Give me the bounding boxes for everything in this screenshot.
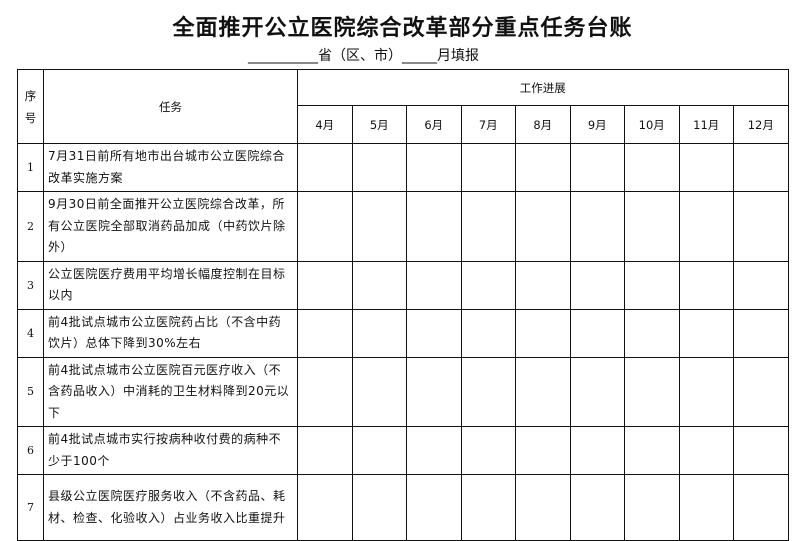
table-row: 3 公立医院医疗费用平均增长幅度控制在目标以内 — [17, 260, 789, 310]
progress-cell[interactable] — [460, 260, 516, 310]
progress-cell[interactable] — [297, 308, 353, 358]
progress-cell[interactable] — [678, 191, 734, 262]
row-number: 2 — [17, 191, 44, 262]
progress-cell[interactable] — [678, 356, 734, 427]
progress-cell[interactable] — [515, 143, 571, 192]
header-month: 7月 — [460, 105, 516, 144]
progress-cell[interactable] — [624, 308, 680, 358]
progress-cell[interactable] — [569, 191, 625, 262]
progress-cell[interactable] — [351, 356, 407, 427]
progress-cell[interactable] — [406, 260, 462, 310]
row-task: 公立医院医疗费用平均增长幅度控制在目标以内 — [43, 260, 298, 310]
progress-cell[interactable] — [678, 426, 734, 475]
header-month: 10月 — [624, 105, 680, 144]
progress-cell[interactable] — [460, 426, 516, 475]
row-task: 县级公立医院医疗服务收入（不含药品、耗材、检查、化验收入）占业务收入比重提升 — [43, 474, 298, 541]
progress-cell[interactable] — [733, 474, 789, 541]
progress-cell[interactable] — [569, 474, 625, 541]
progress-cell[interactable] — [569, 260, 625, 310]
progress-cell[interactable] — [515, 308, 571, 358]
progress-cell[interactable] — [351, 426, 407, 475]
progress-cell[interactable] — [678, 260, 734, 310]
row-task: 7月31日前所有地市出台城市公立医院综合改革实施方案 — [43, 143, 298, 192]
progress-cell[interactable] — [624, 191, 680, 262]
header-month: 4月 — [297, 105, 353, 144]
progress-cell[interactable] — [406, 191, 462, 262]
progress-cell[interactable] — [733, 356, 789, 427]
progress-cell[interactable] — [624, 260, 680, 310]
progress-cell[interactable] — [351, 474, 407, 541]
table-row: 1 7月31日前所有地市出台城市公立医院综合改革实施方案 — [17, 143, 789, 192]
progress-cell[interactable] — [297, 356, 353, 427]
table-row: 6 前4批试点城市实行按病种收付费的病种不少于100个 — [17, 426, 789, 475]
table-row: 4 前4批试点城市公立医院药占比（不含中药饮片）总体下降到30%左右 — [17, 308, 789, 358]
progress-cell[interactable] — [515, 260, 571, 310]
header-progress: 工作进展 — [297, 69, 789, 106]
row-number: 5 — [17, 356, 44, 427]
subtitle: __________省（区、市）_____月填报 — [248, 48, 479, 64]
row-number: 7 — [17, 474, 44, 541]
header-month: 6月 — [406, 105, 462, 144]
row-number: 6 — [17, 426, 44, 475]
progress-cell[interactable] — [733, 260, 789, 310]
progress-cell[interactable] — [569, 356, 625, 427]
header-month: 11月 — [678, 105, 734, 144]
progress-cell[interactable] — [351, 143, 407, 192]
row-task: 前4批试点城市公立医院药占比（不含中药饮片）总体下降到30%左右 — [43, 308, 298, 358]
progress-cell[interactable] — [733, 308, 789, 358]
progress-cell[interactable] — [297, 426, 353, 475]
progress-cell[interactable] — [460, 308, 516, 358]
header-task: 任务 — [43, 69, 298, 144]
progress-cell[interactable] — [351, 191, 407, 262]
progress-cell[interactable] — [624, 356, 680, 427]
progress-cell[interactable] — [515, 356, 571, 427]
progress-cell[interactable] — [406, 426, 462, 475]
progress-cell[interactable] — [733, 191, 789, 262]
header-seq: 序号 — [17, 69, 44, 144]
progress-cell[interactable] — [406, 143, 462, 192]
progress-cell[interactable] — [733, 143, 789, 192]
progress-cell[interactable] — [460, 191, 516, 262]
progress-cell[interactable] — [460, 474, 516, 541]
progress-cell[interactable] — [624, 426, 680, 475]
row-task: 前4批试点城市公立医院百元医疗收入（不含药品收入）中消耗的卫生材料降到20元以下 — [43, 356, 298, 427]
progress-cell[interactable] — [297, 474, 353, 541]
progress-cell[interactable] — [406, 474, 462, 541]
progress-cell[interactable] — [678, 474, 734, 541]
row-number: 1 — [17, 143, 44, 192]
progress-cell[interactable] — [624, 474, 680, 541]
table-row: 2 9月30日前全面推开公立医院综合改革，所有公立医院全部取消药品加成（中药饮片除… — [17, 191, 789, 262]
progress-cell[interactable] — [678, 308, 734, 358]
progress-cell[interactable] — [515, 191, 571, 262]
row-number: 3 — [17, 260, 44, 310]
header-month: 8月 — [515, 105, 571, 144]
table-row: 7 县级公立医院医疗服务收入（不含药品、耗材、检查、化验收入）占业务收入比重提升 — [17, 474, 789, 541]
progress-cell[interactable] — [569, 426, 625, 475]
progress-cell[interactable] — [351, 260, 407, 310]
progress-cell[interactable] — [297, 191, 353, 262]
progress-cell[interactable] — [678, 143, 734, 192]
progress-cell[interactable] — [297, 143, 353, 192]
progress-cell[interactable] — [733, 426, 789, 475]
progress-cell[interactable] — [406, 356, 462, 427]
progress-cell[interactable] — [460, 356, 516, 427]
progress-cell[interactable] — [515, 474, 571, 541]
progress-cell[interactable] — [297, 260, 353, 310]
row-task: 前4批试点城市实行按病种收付费的病种不少于100个 — [43, 426, 298, 475]
progress-cell[interactable] — [460, 143, 516, 192]
task-ledger-table: 序号 任务 工作进展 4月 5月 6月 7月 8月 9月 10月 11月 12月 1 7月31日前… — [17, 69, 789, 541]
row-task: 9月30日前全面推开公立医院综合改革，所有公立医院全部取消药品加成（中药饮片除外… — [43, 191, 298, 262]
row-number: 4 — [17, 308, 44, 358]
progress-cell[interactable] — [406, 308, 462, 358]
header-month: 9月 — [569, 105, 625, 144]
progress-cell[interactable] — [624, 143, 680, 192]
progress-cell[interactable] — [569, 308, 625, 358]
header-month: 5月 — [351, 105, 407, 144]
header-month: 12月 — [733, 105, 789, 144]
page-title: 全面推开公立医院综合改革部分重点任务台账 — [172, 16, 633, 41]
progress-cell[interactable] — [515, 426, 571, 475]
table-row: 5 前4批试点城市公立医院百元医疗收入（不含药品收入）中消耗的卫生材料降到20元以… — [17, 356, 789, 427]
progress-cell[interactable] — [351, 308, 407, 358]
progress-cell[interactable] — [569, 143, 625, 192]
